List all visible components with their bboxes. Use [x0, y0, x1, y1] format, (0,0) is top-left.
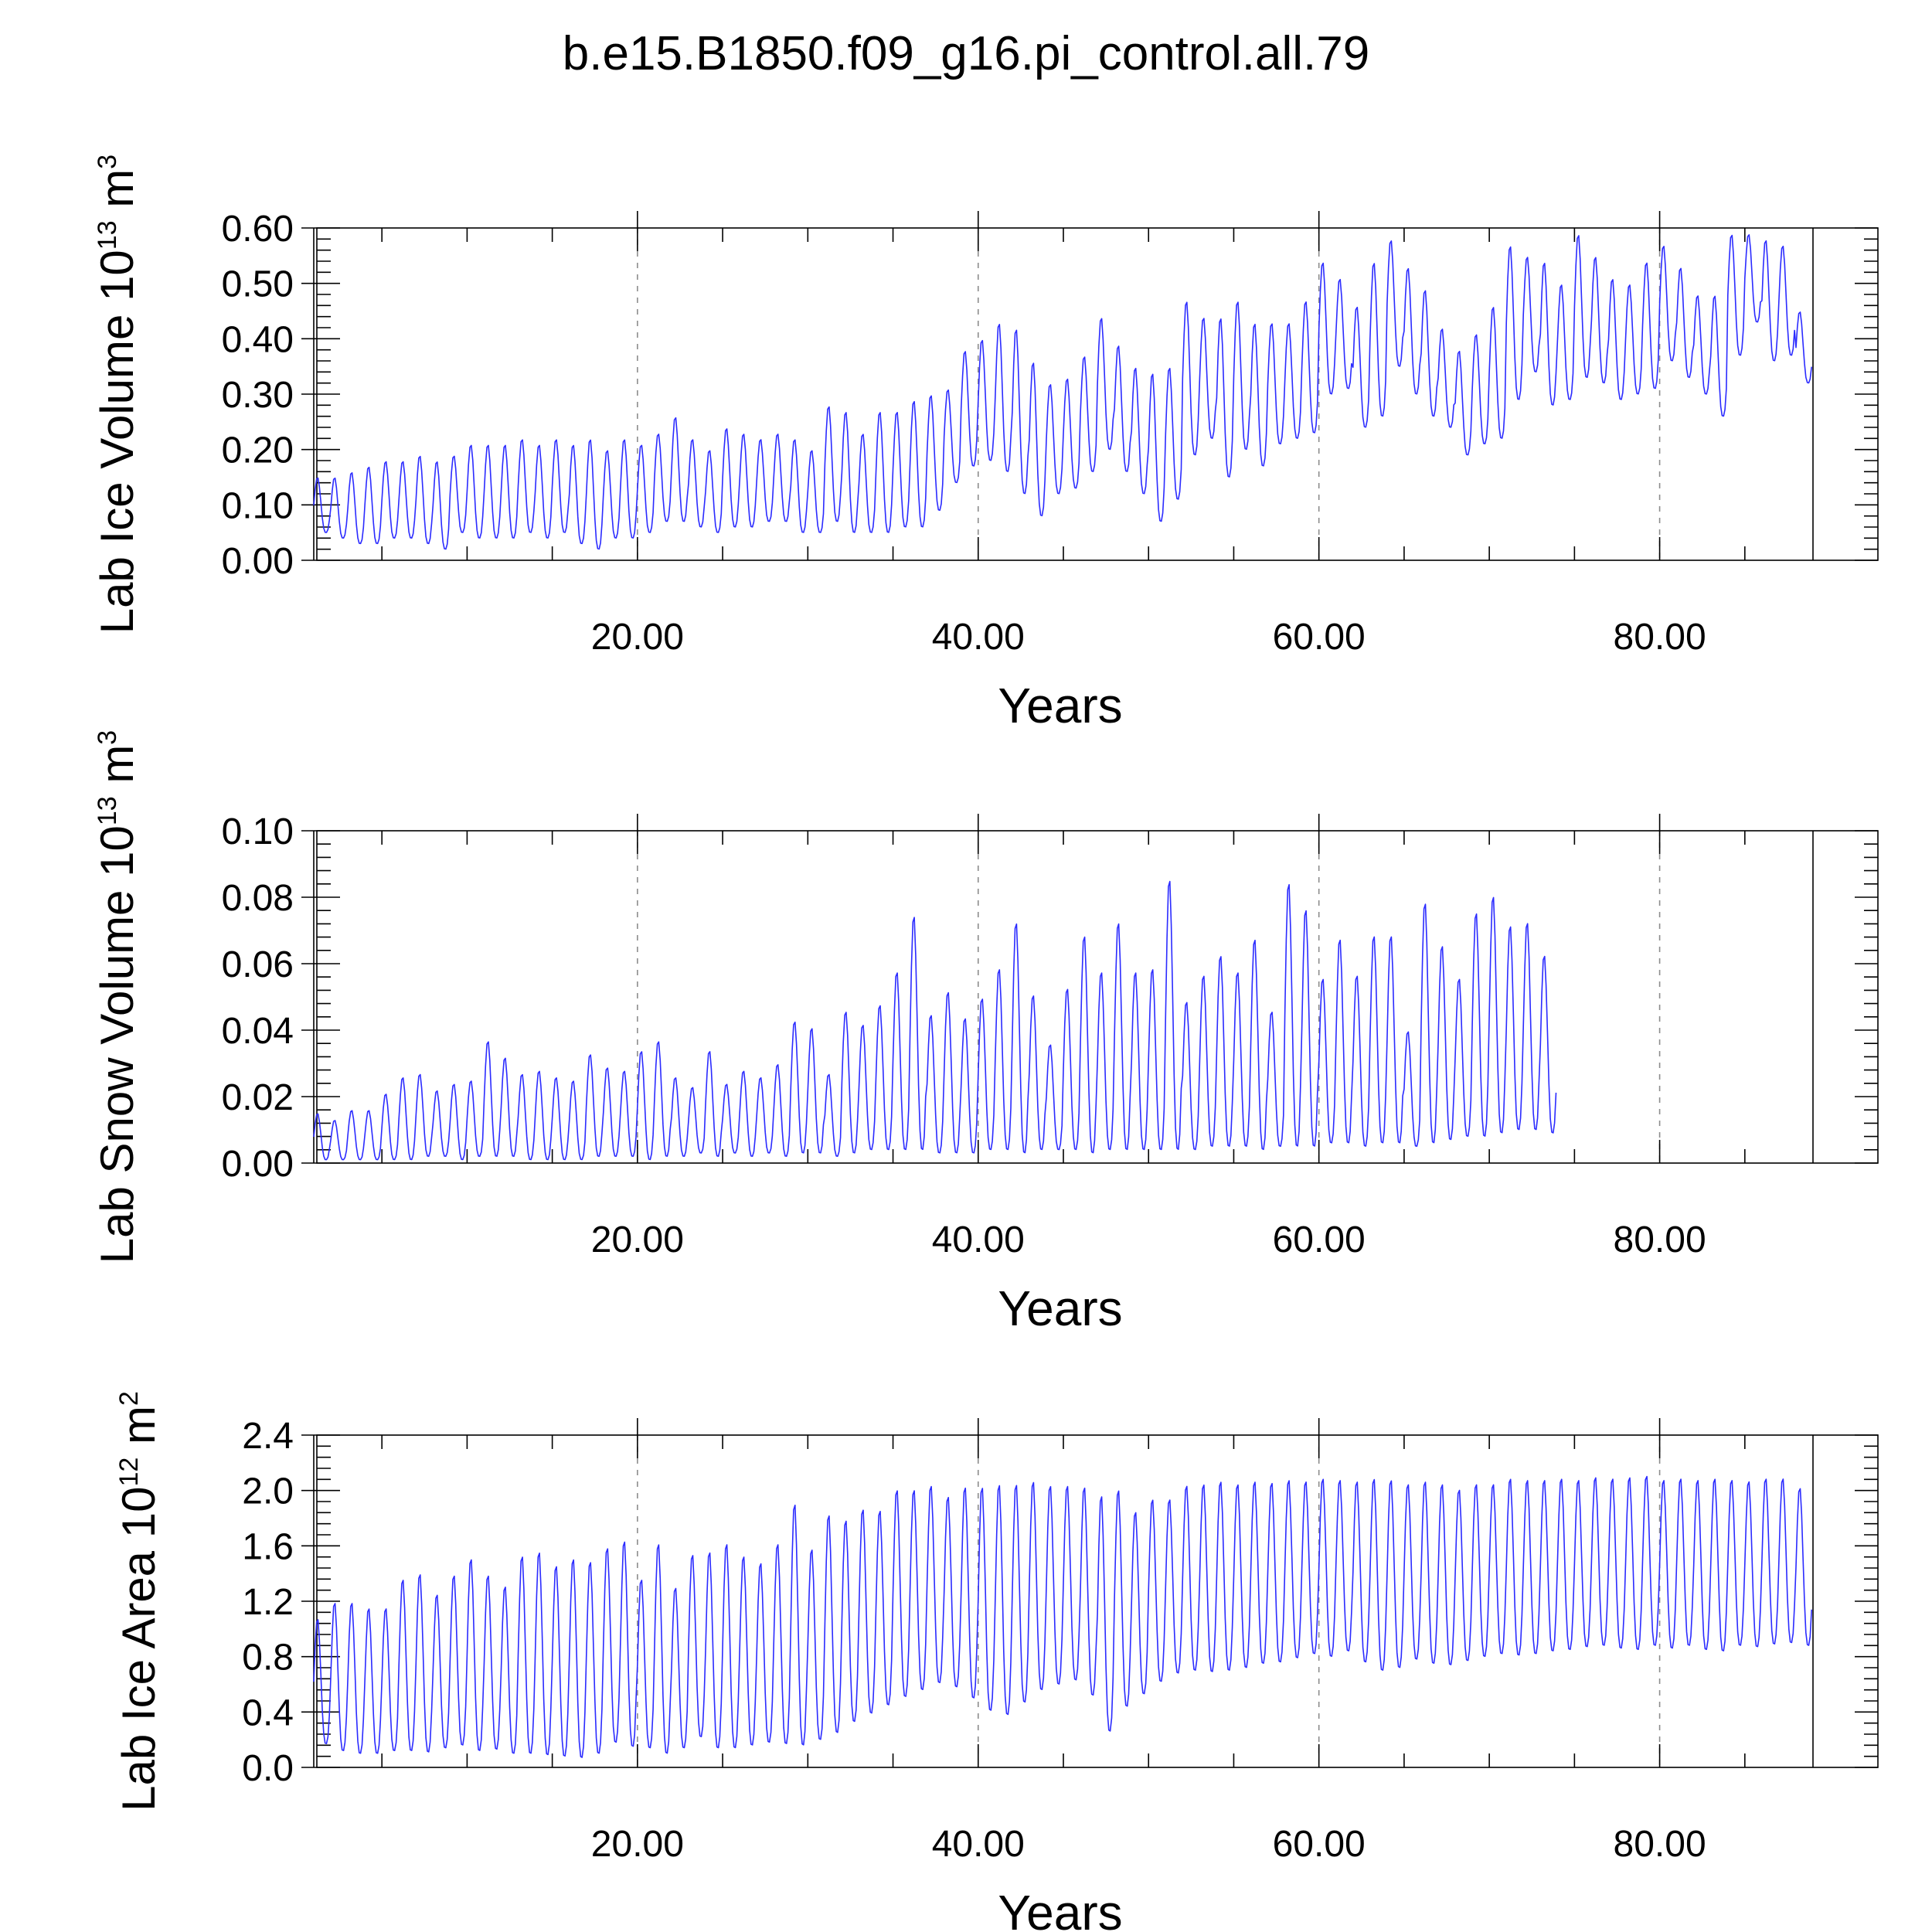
panel-ice-area-xtick-label-0: 20.00 — [591, 1824, 684, 1865]
panel-snow-volume-ytick-label-0: 0.00 — [222, 1144, 294, 1185]
panel-snow-volume-frame — [316, 830, 1879, 1164]
panel-ice-volume-y-title-part-2: m — [91, 169, 143, 221]
panel-snow-volume-xtick-label-1: 40.00 — [932, 1219, 1025, 1260]
panel-ice-volume-y-axis-title: Lab Ice Volume 1013 m3 — [91, 155, 143, 634]
panel-ice-area-y-title-part-0: Lab Ice Area 10 — [113, 1487, 165, 1811]
panel-ice-volume-y-title-part-3: 3 — [93, 155, 122, 169]
panel-ice-area-ytick-label-3: 1.2 — [242, 1582, 294, 1623]
panel-ice-volume-xtick-label-3: 80.00 — [1614, 617, 1706, 658]
panel-snow-volume-ytick-label-4: 0.08 — [222, 878, 294, 919]
panel-snow-volume-y-title-part-0: Lab Snow Volume 10 — [91, 825, 143, 1264]
panel-ice-area-x-axis-title: Years — [998, 1885, 1122, 1932]
panel-ice-area-y-title-part-3: 2 — [114, 1391, 144, 1406]
panel-ice-area-ytick-label-4: 1.6 — [242, 1526, 294, 1567]
panel-ice-area-ytick-label-0: 0.0 — [242, 1748, 294, 1789]
panel-ice-area-xtick-label-2: 60.00 — [1273, 1824, 1366, 1865]
panel-ice-volume-ytick-label-0: 0.00 — [222, 541, 294, 582]
panel-ice-volume-x-axis-title: Years — [998, 678, 1122, 733]
panel-ice-area-xtick-label-3: 80.00 — [1614, 1824, 1706, 1865]
panel-ice-area-series-line — [313, 1475, 1812, 1758]
panel-ice-volume-y-title-part-1: 13 — [93, 220, 122, 250]
panel-snow-volume-xtick-label-3: 80.00 — [1614, 1219, 1706, 1260]
panel-snow-volume-ytick-label-2: 0.04 — [222, 1011, 294, 1052]
panel-snow-volume-y-title-part-1: 13 — [93, 796, 122, 825]
panel-ice-volume-ytick-label-2: 0.20 — [222, 430, 294, 471]
panel-ice-area-y-title-part-1: 12 — [114, 1458, 144, 1487]
panel-ice-area-y-axis-title: Lab Ice Area 1012 m2 — [113, 1391, 165, 1811]
panel-ice-volume-series-line — [313, 234, 1812, 550]
panel-ice-area-ytick-label-1: 0.4 — [242, 1692, 294, 1733]
panel-ice-volume-ytick-label-3: 0.30 — [222, 375, 294, 416]
panel-ice-area-ytick-label-5: 2.0 — [242, 1471, 294, 1512]
figure-title: b.e15.B1850.f09_g16.pi_control.all.79 — [563, 27, 1370, 80]
panel-ice-volume-xtick-label-1: 40.00 — [932, 617, 1025, 658]
panel-snow-volume-y-axis-title: Lab Snow Volume 1013 m3 — [91, 730, 143, 1264]
panel-ice-volume-xtick-label-2: 60.00 — [1273, 617, 1366, 658]
panel-ice-volume-xtick-label-0: 20.00 — [591, 617, 684, 658]
panel-snow-volume-series-line — [313, 880, 1557, 1161]
panel-snow-volume-x-axis-title: Years — [998, 1281, 1122, 1336]
panel-snow-volume-y-title-part-3: 3 — [93, 730, 122, 745]
panel-ice-area-y-title-part-2: m — [113, 1406, 165, 1458]
panel-ice-area-ytick-label-6: 2.4 — [242, 1416, 294, 1457]
panel-ice-area-ytick-label-2: 0.8 — [242, 1638, 294, 1679]
panel-ice-volume-y-title-part-0: Lab Ice Volume 10 — [91, 250, 143, 634]
panel-ice-volume-ytick-label-5: 0.50 — [222, 264, 294, 305]
panel-snow-volume: 0.00 0.02 0.04 0.06 0.08 0.10 20.00 40.00 60.00 8… — [91, 730, 1879, 1336]
panel-snow-volume-ytick-label-5: 0.10 — [222, 811, 294, 852]
panel-ice-volume-ytick-label-1: 0.10 — [222, 485, 294, 526]
panel-ice-area-xtick-label-1: 40.00 — [932, 1824, 1025, 1865]
panel-ice-volume: 0.00 0.10 0.20 0.30 0.40 0.50 0.60 20.00 40.00 60… — [91, 155, 1879, 733]
panel-snow-volume-ytick-label-1: 0.02 — [222, 1077, 294, 1118]
panel-snow-volume-xtick-label-2: 60.00 — [1273, 1219, 1366, 1260]
panel-ice-volume-ytick-label-4: 0.40 — [222, 319, 294, 360]
panel-ice-volume-ytick-label-6: 0.60 — [222, 209, 294, 250]
panel-snow-volume-ytick-label-3: 0.06 — [222, 944, 294, 985]
panel-snow-volume-y-title-part-2: m — [91, 745, 143, 797]
panel-ice-area: 0.0 0.4 0.8 1.2 1.6 2.0 2.4 20.00 40.00 60.00 80.0… — [113, 1391, 1879, 1932]
panel-snow-volume-xtick-label-0: 20.00 — [591, 1219, 684, 1260]
